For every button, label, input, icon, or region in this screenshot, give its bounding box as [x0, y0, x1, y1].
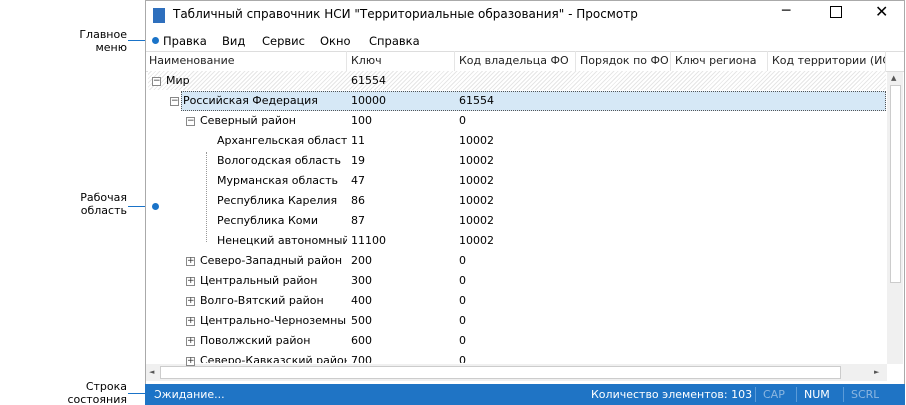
- column-header[interactable]: Код владельца ФО: [455, 51, 576, 71]
- annotation: Главное меню: [79, 28, 127, 54]
- column-header[interactable]: Ключ: [347, 51, 455, 71]
- minimize-button[interactable]: ─: [782, 3, 791, 19]
- row-owner: 10002: [459, 134, 494, 147]
- annotation-dot: [149, 390, 156, 397]
- row-name[interactable]: Северо-Западный район: [200, 254, 343, 267]
- row-owner: 10002: [459, 154, 494, 167]
- row-owner: 10002: [459, 194, 494, 207]
- row-name[interactable]: Архангельская область: [217, 134, 347, 147]
- status-count: Количество элементов: 103: [591, 388, 753, 401]
- row-owner: 0: [459, 274, 466, 287]
- annotation-line: [128, 40, 154, 41]
- menu-item[interactable]: Правка: [163, 34, 207, 48]
- menu-item[interactable]: Окно: [320, 34, 351, 48]
- row-name[interactable]: Центрально-Черноземный: [200, 314, 347, 327]
- tree-expander[interactable]: +: [186, 276, 195, 286]
- row-key: 11: [351, 134, 365, 147]
- row-owner: 10002: [459, 214, 494, 227]
- column-header[interactable]: Порядок по ФО: [576, 51, 671, 71]
- annotation-line: [128, 206, 154, 207]
- row-owner: 0: [459, 334, 466, 347]
- column-header[interactable]: Ключ региона: [671, 51, 768, 71]
- column-header[interactable]: Код территории (ИСС: [768, 51, 886, 71]
- row-name[interactable]: Северо-Кавказский район: [200, 354, 347, 363]
- row-name[interactable]: Мир: [166, 74, 190, 87]
- row-name[interactable]: Республика Коми: [217, 214, 318, 227]
- column-header[interactable]: Наименование: [145, 51, 347, 71]
- selected-row: [181, 91, 886, 111]
- menu-item[interactable]: Сервис: [262, 34, 305, 48]
- row-owner: 61554: [459, 94, 494, 107]
- tree-line: [206, 152, 207, 242]
- menu-item[interactable]: Справка: [369, 34, 420, 48]
- status-separator: [843, 387, 844, 402]
- status-separator: [755, 387, 756, 402]
- menu-bar: [146, 31, 904, 52]
- annotation-line: [128, 393, 152, 394]
- menu-item[interactable]: Вид: [222, 34, 246, 48]
- app-icon: [153, 8, 165, 23]
- row-key: 86: [351, 194, 365, 207]
- tree-expander[interactable]: +: [186, 316, 195, 326]
- tree-expander[interactable]: +: [186, 296, 195, 306]
- status-indicator: SCRL: [851, 388, 880, 401]
- row-owner: 0: [459, 354, 466, 363]
- row-key: 47: [351, 174, 365, 187]
- tree-expander[interactable]: +: [186, 356, 195, 366]
- row-key: 19: [351, 154, 365, 167]
- row-owner: 0: [459, 314, 466, 327]
- row-owner: 0: [459, 254, 466, 267]
- root-row-band: [148, 71, 886, 90]
- tree-expander[interactable]: +: [186, 336, 195, 346]
- row-key: 11100: [351, 234, 386, 247]
- row-name[interactable]: Вологодская область: [217, 154, 341, 167]
- row-name[interactable]: Российская Федерация: [183, 94, 318, 107]
- row-key: 10000: [351, 94, 386, 107]
- tree-expander[interactable]: −: [186, 116, 195, 126]
- tree-expander[interactable]: +: [186, 256, 195, 266]
- status-indicator: CAP: [763, 388, 785, 401]
- row-name[interactable]: Поволжский район: [200, 334, 311, 347]
- vertical-scrollbar[interactable]: ▲: [887, 72, 903, 364]
- row-key: 200: [351, 254, 372, 267]
- row-name[interactable]: Центральный район: [200, 274, 318, 287]
- status-bar: Ожидание... Количество элементов: 103 CAP N…: [145, 384, 905, 405]
- row-owner: 10002: [459, 234, 494, 247]
- row-name[interactable]: Республика Карелия: [217, 194, 338, 207]
- row-key: 61554: [351, 74, 386, 87]
- annotation-dot: [152, 37, 159, 44]
- row-owner: 10002: [459, 174, 494, 187]
- annotation-dot: [152, 203, 159, 210]
- row-key: 400: [351, 294, 372, 307]
- row-owner: 0: [459, 294, 466, 307]
- row-key: 87: [351, 214, 365, 227]
- window-title: Табличный справочник НСИ "Территориальны…: [173, 7, 638, 21]
- status-separator: [796, 387, 797, 402]
- row-key: 700: [351, 354, 372, 363]
- row-name[interactable]: Волго-Вятский район: [200, 294, 324, 307]
- row-owner: 0: [459, 114, 466, 127]
- tree-expander[interactable]: −: [152, 76, 161, 86]
- annotation: Строка состояния: [67, 380, 127, 405]
- tree-expander[interactable]: −: [170, 96, 179, 106]
- row-key: 500: [351, 314, 372, 327]
- row-name[interactable]: Мурманская область: [217, 174, 338, 187]
- annotation: Рабочая область: [80, 191, 127, 217]
- status-indicator: NUM: [804, 388, 830, 401]
- maximize-button[interactable]: [830, 6, 842, 18]
- horizontal-scrollbar[interactable]: ◄ ►: [146, 364, 887, 381]
- close-button[interactable]: ✕: [875, 2, 889, 21]
- status-message: Ожидание...: [153, 388, 225, 401]
- row-name[interactable]: Северный район: [200, 114, 296, 127]
- row-key: 300: [351, 274, 372, 287]
- row-key: 100: [351, 114, 372, 127]
- row-key: 600: [351, 334, 372, 347]
- row-name[interactable]: Ненецкий автономный: [217, 234, 347, 247]
